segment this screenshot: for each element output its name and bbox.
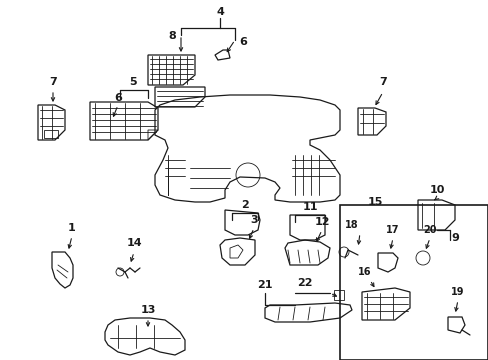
Text: 14: 14 <box>126 238 142 248</box>
Text: 22: 22 <box>297 278 312 288</box>
Text: 6: 6 <box>114 93 122 103</box>
Text: 3: 3 <box>250 215 257 225</box>
Bar <box>333 290 343 300</box>
Bar <box>44 130 58 138</box>
Text: 9: 9 <box>450 233 458 243</box>
Text: 6: 6 <box>239 37 246 47</box>
Text: 11: 11 <box>302 202 317 212</box>
Text: 2: 2 <box>241 200 248 210</box>
Text: 4: 4 <box>216 7 224 17</box>
Text: 8: 8 <box>168 31 176 41</box>
Text: 18: 18 <box>345 220 358 230</box>
Text: 16: 16 <box>358 267 371 277</box>
Text: 13: 13 <box>140 305 155 315</box>
Text: 7: 7 <box>49 77 57 87</box>
Text: 7: 7 <box>378 77 386 87</box>
Text: 5: 5 <box>129 77 137 87</box>
Bar <box>339 205 487 360</box>
Text: 1: 1 <box>68 223 76 233</box>
Text: 10: 10 <box>428 185 444 195</box>
Text: 19: 19 <box>450 287 464 297</box>
Text: 17: 17 <box>386 225 399 235</box>
Text: 20: 20 <box>423 225 436 235</box>
Text: 15: 15 <box>366 197 382 207</box>
Text: 21: 21 <box>257 280 272 290</box>
Text: 12: 12 <box>314 217 329 227</box>
